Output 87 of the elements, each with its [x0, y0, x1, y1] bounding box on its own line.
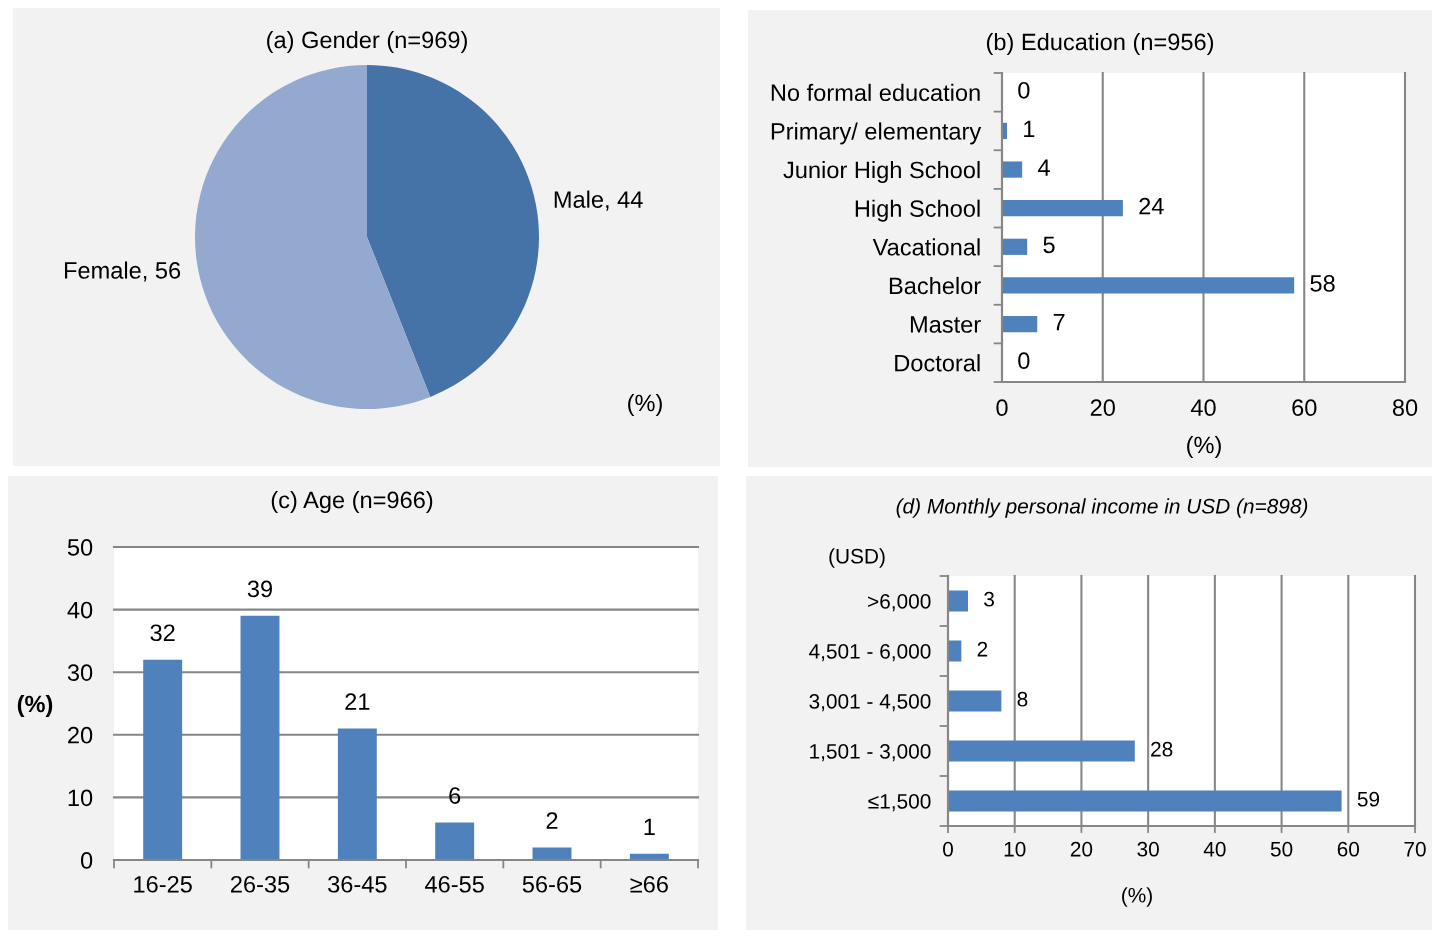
- slice-label: Female: [64, 261, 141, 279]
- data-label: 3: [984, 591, 994, 607]
- y-tick-label: Master: [910, 316, 981, 333]
- data-label: 28: [1151, 741, 1173, 757]
- bar: [1002, 238, 1028, 255]
- y-axis-title: (%): [17, 694, 53, 718]
- x-tick-label: 46-55: [425, 875, 484, 893]
- bar: [948, 640, 962, 662]
- data-label: 32: [150, 624, 175, 642]
- bar: [948, 590, 969, 612]
- bar: [1002, 277, 1295, 294]
- bar: [337, 728, 377, 860]
- slice-label: Male: [554, 190, 603, 208]
- data-label: 2: [977, 641, 988, 657]
- bar: [948, 740, 1135, 762]
- x-tick-label: 26-35: [231, 875, 290, 893]
- y-tick-label: Bachelor: [889, 276, 981, 295]
- x-tick-label: 40: [1203, 841, 1226, 857]
- data-label: 24: [1139, 197, 1164, 215]
- data-label: 0: [1018, 81, 1030, 99]
- x-tick-label: 36-45: [328, 875, 387, 893]
- y-tick-label: High School: [855, 199, 980, 222]
- x-tick-label: 0: [996, 399, 1008, 417]
- data-label: 0: [1018, 352, 1030, 370]
- data-label: 4: [1037, 159, 1050, 176]
- x-tick-label: 0: [943, 841, 953, 857]
- pie-slice: [195, 65, 431, 409]
- chart-title: (d) Monthly personal income in USD (n=898): [896, 498, 1308, 518]
- pie-slice: [367, 65, 539, 397]
- y-tick-label: 4,501 - 6,000: [809, 644, 931, 662]
- data-label: 2: [546, 812, 558, 829]
- y-tick-label: 1,501 - 3,000: [810, 744, 931, 762]
- y-tick-label: 3,001 - 4,500: [809, 694, 931, 712]
- y-tick-label: Junior High School: [783, 161, 980, 184]
- bar: [1002, 315, 1038, 333]
- y-tick-label: No formal education: [771, 83, 980, 102]
- y-tick-label: 10: [68, 789, 93, 807]
- data-label: 59: [1357, 791, 1380, 807]
- chart-title: (a) Gender (n=969): [267, 31, 467, 53]
- data-label: 5: [1043, 236, 1055, 254]
- chart-title: (c) Age (n=966): [271, 490, 433, 514]
- y-tick-label: 50: [67, 539, 93, 556]
- bar: [1002, 200, 1123, 217]
- x-tick-label: 60: [1292, 399, 1317, 417]
- bar: [948, 790, 1342, 812]
- y-tick-label: 40: [67, 601, 93, 619]
- data-label: 7: [1053, 313, 1065, 331]
- data-label: , 44: [606, 191, 643, 211]
- x-tick-label: 16-25: [134, 875, 192, 893]
- y-tick-label: Vacational: [872, 238, 980, 256]
- data-label: 39: [247, 580, 273, 598]
- data-label: , 56: [143, 262, 181, 282]
- data-label: 21: [345, 693, 370, 710]
- y-tick-label: 30: [67, 664, 93, 681]
- bar: [948, 690, 1002, 712]
- x-axis-title: (%): [1187, 435, 1221, 458]
- data-label: 6: [449, 787, 461, 804]
- x-tick-label: 20: [1090, 399, 1115, 417]
- bar: [1002, 161, 1023, 178]
- x-tick-label: 10: [1004, 841, 1026, 857]
- x-tick-label: 30: [1137, 841, 1159, 857]
- x-tick-label: 20: [1070, 841, 1093, 857]
- text: (%): [628, 393, 662, 416]
- chart-title: (b) Education (n=956): [986, 33, 1214, 55]
- data-label: 58: [1310, 275, 1335, 292]
- y-tick-label: >6,000: [868, 594, 931, 612]
- y-tick-label: 20: [68, 726, 93, 744]
- x-tick-label: 40: [1190, 399, 1216, 417]
- x-tick-label: 56-65: [522, 875, 582, 893]
- y-tick-label: Primary/ elementary: [771, 122, 982, 145]
- bar: [435, 822, 475, 860]
- bar: [532, 847, 572, 860]
- x-tick-label: ≥66: [630, 875, 668, 893]
- y-tick-label: ≤1,500: [868, 794, 931, 812]
- bar: [143, 659, 183, 860]
- x-tick-label: 70: [1404, 841, 1426, 857]
- data-label: 1: [1024, 120, 1035, 138]
- y-axis-title: (USD): [829, 548, 885, 568]
- bar: [240, 615, 280, 860]
- y-tick-label: Doctoral: [895, 354, 980, 372]
- data-label: 1: [644, 818, 655, 835]
- x-axis-title: (%): [1122, 887, 1152, 907]
- y-tick-label: 0: [80, 852, 93, 869]
- data-label: 8: [1017, 691, 1028, 707]
- x-tick-label: 60: [1337, 841, 1360, 857]
- x-tick-label: 50: [1270, 841, 1293, 857]
- x-tick-label: 80: [1392, 399, 1418, 417]
